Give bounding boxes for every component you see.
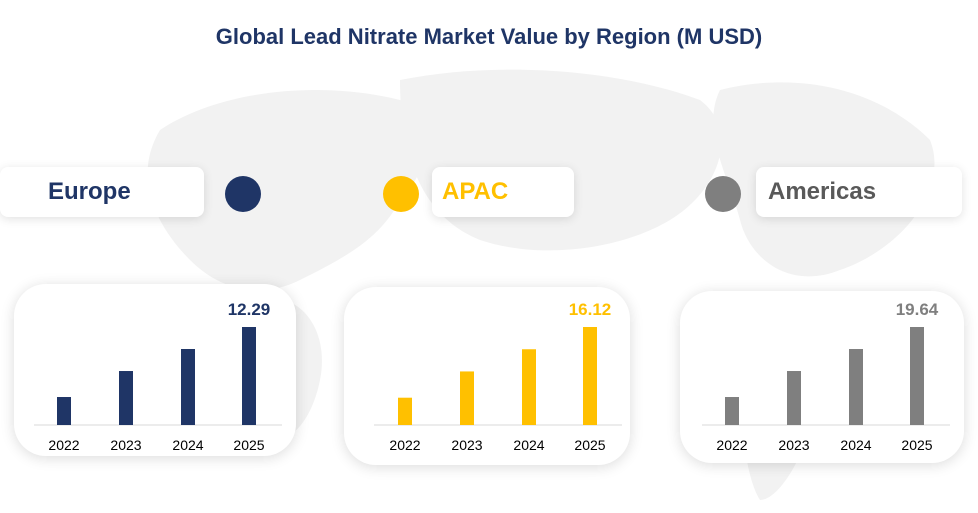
region-label-americas: Americas <box>756 167 962 217</box>
bar-2022 <box>725 397 739 425</box>
region-dot-europe <box>225 176 261 212</box>
tick-label-2022: 2022 <box>389 437 420 453</box>
value-label: 12.29 <box>228 300 271 319</box>
bar-2024 <box>522 349 536 425</box>
value-label: 19.64 <box>896 300 939 319</box>
tick-label-2023: 2023 <box>110 437 141 453</box>
tick-label-2025: 2025 <box>233 437 264 453</box>
tick-label-2023: 2023 <box>451 437 482 453</box>
bar-2023 <box>119 371 133 425</box>
bar-2024 <box>849 349 863 425</box>
tick-label-2023: 2023 <box>778 437 809 453</box>
europe-chart-panel: 2022 2023 2024 2025 12.29 <box>14 284 296 456</box>
tick-label-2024: 2024 <box>840 437 871 453</box>
region-label-europe: Europe <box>0 167 204 217</box>
apac-chart-panel: 2022 2023 2024 2025 16.12 <box>344 287 630 465</box>
bar-2025 <box>583 327 597 425</box>
value-label: 16.12 <box>569 300 612 319</box>
bar-2025 <box>910 327 924 425</box>
bar-2025 <box>242 327 256 425</box>
tick-label-2022: 2022 <box>48 437 79 453</box>
tick-label-2025: 2025 <box>574 437 605 453</box>
bar-2023 <box>460 371 474 425</box>
tick-label-2022: 2022 <box>716 437 747 453</box>
americas-chart-panel: 2022 2023 2024 2025 19.64 <box>680 291 964 463</box>
region-label-apac: APAC <box>432 167 574 217</box>
region-dot-apac <box>383 176 419 212</box>
region-dot-americas <box>705 176 741 212</box>
tick-label-2024: 2024 <box>513 437 544 453</box>
tick-label-2025: 2025 <box>901 437 932 453</box>
tick-label-2024: 2024 <box>172 437 203 453</box>
bar-2022 <box>398 397 412 425</box>
bar-2024 <box>181 349 195 425</box>
bar-2022 <box>57 397 71 425</box>
chart-title: Global Lead Nitrate Market Value by Regi… <box>215 24 763 49</box>
bar-2023 <box>787 371 801 425</box>
